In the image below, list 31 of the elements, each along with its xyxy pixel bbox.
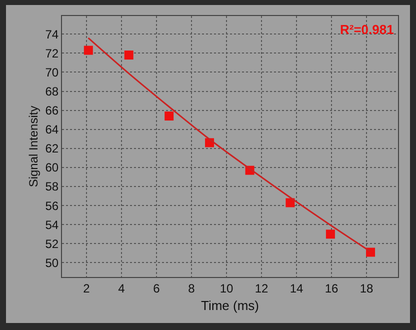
x-tick-label: 18	[360, 281, 374, 296]
y-tick-label: 70	[45, 65, 59, 80]
y-tick-label: 72	[45, 46, 59, 60]
y-tick-label: 66	[45, 104, 59, 118]
x-tick-label: 12	[254, 281, 268, 296]
y-tick-label: 68	[45, 84, 59, 98]
x-tick-label: 2	[83, 281, 90, 296]
y-tick-label: 64	[45, 122, 59, 137]
y-tick-label: 74	[45, 27, 59, 42]
y-tick-label: 54	[45, 218, 59, 232]
annotation: R²=0.981	[340, 22, 394, 37]
x-tick-label: 16	[324, 281, 338, 296]
point	[84, 46, 93, 55]
x-tick-label: 4	[118, 281, 126, 296]
y-axis-title: Signal Intensity	[26, 106, 41, 188]
x-axis-title: Time (ms)	[200, 298, 260, 313]
point	[366, 248, 376, 257]
x-tick-label: 6	[153, 281, 160, 296]
y-tick-label: 58	[45, 180, 59, 194]
y-tick-label: 56	[45, 198, 59, 213]
x-tick-label: 14	[290, 281, 304, 296]
y-tick-label: 50	[45, 256, 59, 270]
point	[164, 112, 174, 121]
y-tick-label: 62	[45, 142, 59, 156]
y-tick-label: 60	[45, 160, 59, 175]
x-tick-label: 8	[188, 281, 196, 296]
point	[326, 230, 335, 239]
point	[286, 198, 295, 208]
x-tick-label: 10	[220, 281, 234, 296]
point	[124, 50, 134, 60]
y-tick-label: 52	[45, 236, 59, 251]
